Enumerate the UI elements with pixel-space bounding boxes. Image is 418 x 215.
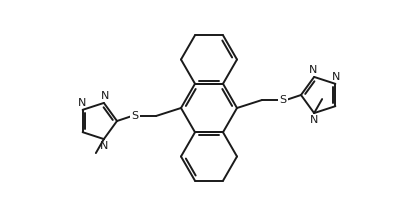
Text: S: S (131, 111, 138, 121)
Text: S: S (280, 95, 287, 105)
Text: N: N (310, 115, 319, 125)
Text: N: N (99, 141, 108, 151)
Text: N: N (101, 91, 109, 101)
Text: N: N (332, 72, 341, 82)
Text: N: N (77, 98, 86, 108)
Text: N: N (309, 65, 317, 75)
